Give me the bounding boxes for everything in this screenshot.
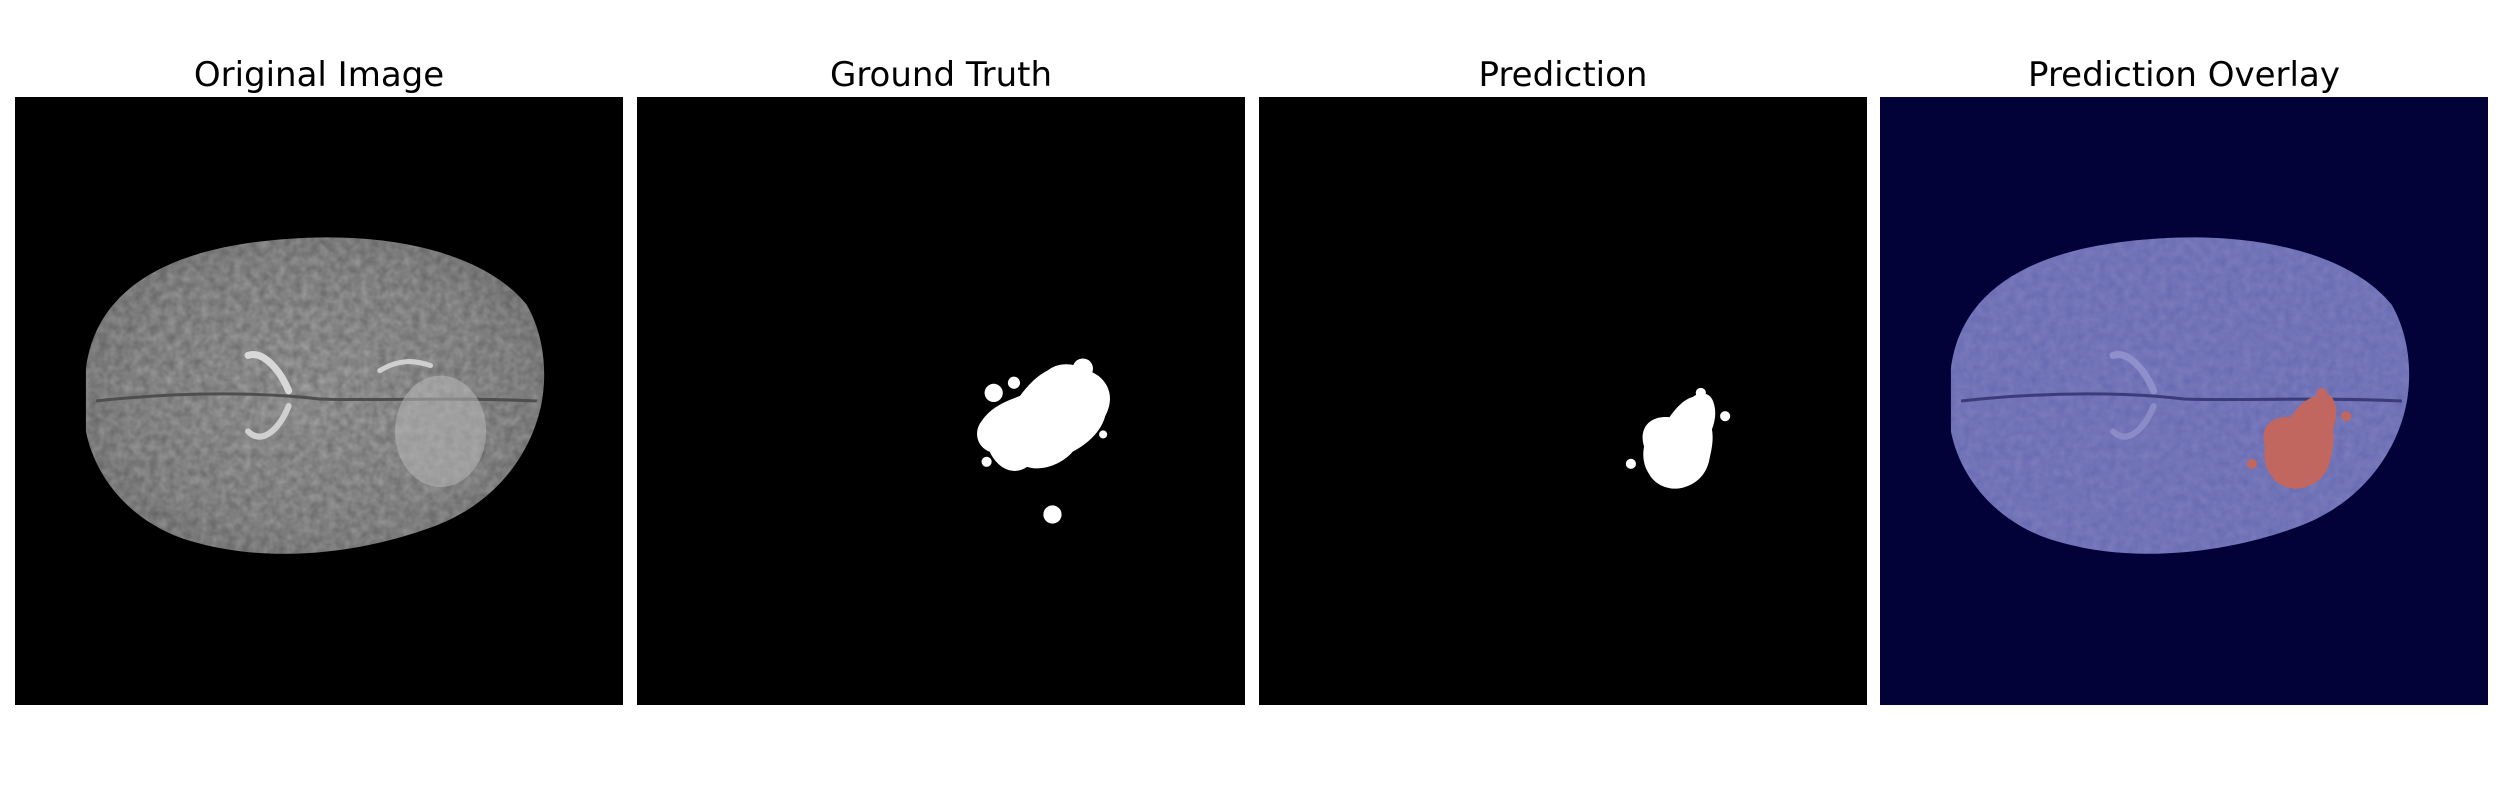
panel-prediction: Prediction (1259, 0, 1867, 800)
panel-title-prediction: Prediction (1478, 55, 1648, 95)
panel-prediction-overlay: Prediction Overlay (1880, 0, 2488, 800)
panel-title-prediction-overlay: Prediction Overlay (2028, 55, 2340, 95)
ground-truth-mask (637, 97, 1245, 705)
panel-title-original-image: Original Image (193, 55, 445, 95)
panel-original-image: Original Image (15, 0, 623, 800)
panel-ground-truth: Ground Truth (637, 0, 1245, 800)
prediction-overlay (1880, 97, 2488, 705)
panel-title-ground-truth: Ground Truth (829, 55, 1053, 95)
prediction-mask (1259, 97, 1867, 705)
original-image (15, 97, 623, 705)
